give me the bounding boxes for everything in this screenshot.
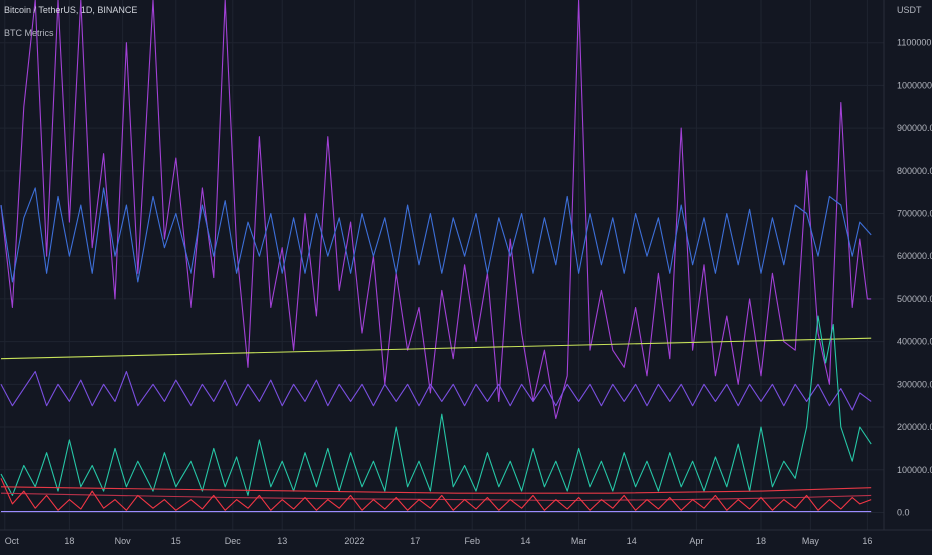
series-line-3 <box>0 337 872 360</box>
price-axis[interactable]: 0.0 100000.0 200000.0 300000.0 400000.0 50000… <box>897 38 932 518</box>
x-tick-label: 15 <box>171 536 181 546</box>
symbol-title: Bitcoin / TetherUS, 1D, BINANCE <box>4 5 138 15</box>
series-line-1 <box>0 0 872 420</box>
y-tick-label: 1100000.0 <box>897 38 932 48</box>
indicator-label[interactable]: BTC Metrics <box>4 28 54 38</box>
x-tick-label: Feb <box>464 536 480 546</box>
x-tick-label: 13 <box>277 536 287 546</box>
x-tick-label: 14 <box>520 536 530 546</box>
y-tick-label: 300000.0 <box>897 379 932 389</box>
y-tick-label: 700000.0 <box>897 209 932 219</box>
series-line-8 <box>0 478 872 511</box>
x-tick-label: Nov <box>115 536 132 546</box>
x-tick-label: 2022 <box>344 536 364 546</box>
series-line-6 <box>0 486 872 494</box>
series-line-2 <box>0 187 872 283</box>
x-tick-label: 18 <box>756 536 766 546</box>
x-tick-label: Mar <box>571 536 587 546</box>
y-tick-label: 500000.0 <box>897 294 932 304</box>
series-line-4 <box>0 370 872 411</box>
y-tick-label: 0.0 <box>897 507 910 517</box>
x-tick-label: Dec <box>225 536 242 546</box>
x-tick-label: May <box>802 536 820 546</box>
y-tick-label: 600000.0 <box>897 251 932 261</box>
y-tick-label: 900000.0 <box>897 123 932 133</box>
grid-layer <box>0 0 884 530</box>
x-tick-label: 18 <box>64 536 74 546</box>
x-tick-label: 17 <box>410 536 420 546</box>
x-tick-label: Oct <box>5 536 20 546</box>
x-tick-label: 16 <box>862 536 872 546</box>
series-line-5 <box>0 315 872 496</box>
x-tick-label: 14 <box>627 536 637 546</box>
series-layer <box>0 0 872 513</box>
y-tick-label: 1000000.0 <box>897 80 932 90</box>
y-tick-label: 400000.0 <box>897 337 932 347</box>
y-tick-label: 200000.0 <box>897 422 932 432</box>
time-axis[interactable]: Oct 18 Nov 15 Dec 13 2022 17 Feb 14 Mar 14 Apr 18 May 1… <box>5 536 873 546</box>
x-tick-label: Apr <box>689 536 703 546</box>
y-tick-label: 800000.0 <box>897 166 932 176</box>
currency-label: USDT <box>897 5 922 15</box>
y-tick-label: 100000.0 <box>897 465 932 475</box>
